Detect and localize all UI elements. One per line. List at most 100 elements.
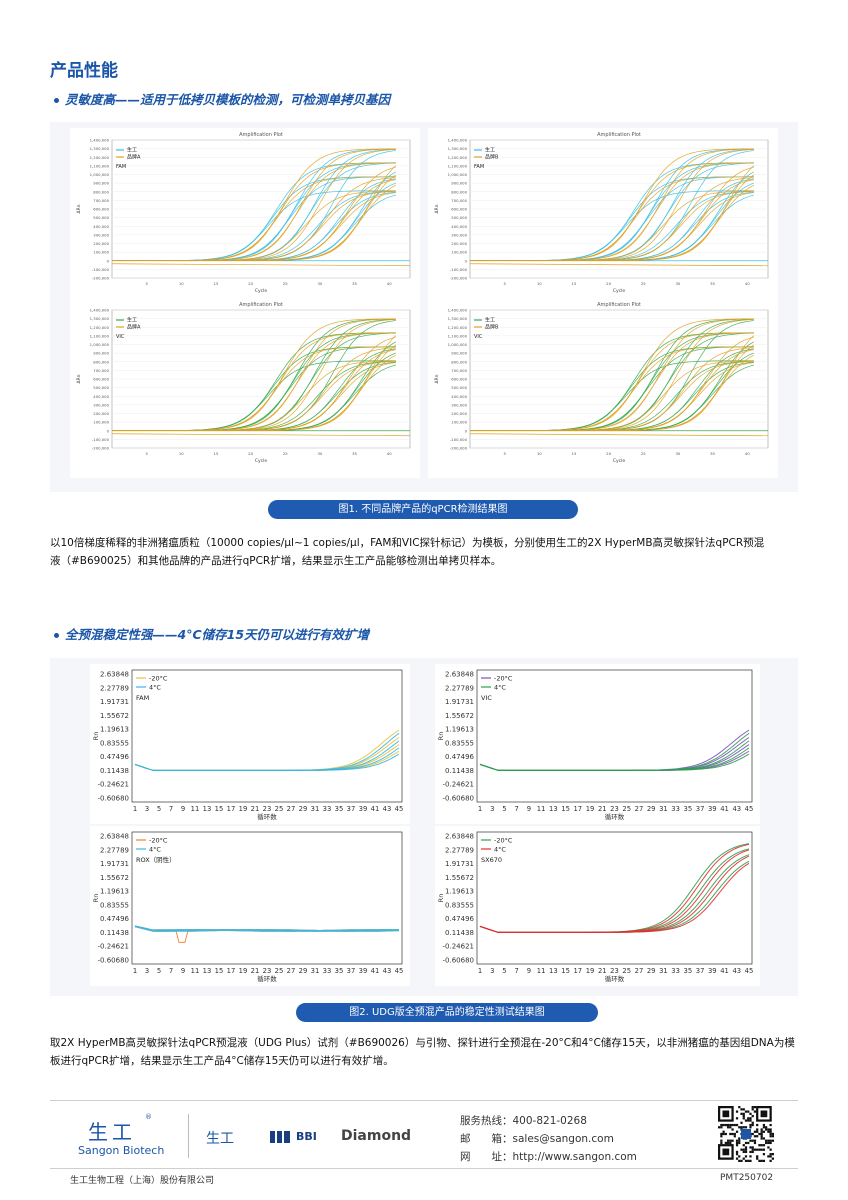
y-axis-label: ΔRn — [434, 204, 440, 213]
y-tick-label: 2.27789 — [445, 684, 474, 692]
y-tick-label: -0.24621 — [443, 943, 474, 951]
email-label: 邮 箱： — [460, 1133, 513, 1145]
y-tick-label: 2.63848 — [100, 671, 129, 679]
qr-module — [767, 1146, 770, 1149]
y-axis-label: Rn — [92, 894, 100, 903]
qr-module — [749, 1112, 752, 1115]
legend-label: -20°C — [149, 675, 168, 683]
y-tick-label: 900,000 — [451, 181, 467, 186]
qr-module — [722, 1130, 725, 1133]
qr-module — [760, 1135, 763, 1138]
y-tick-label: 700,000 — [451, 198, 467, 203]
qr-module — [740, 1159, 743, 1162]
qr-module — [731, 1128, 734, 1131]
dye-label: FAM — [136, 694, 149, 702]
amplification-plot-3: Amplification Plot 1,400,000 1,300,000 1,20… — [70, 298, 420, 478]
website-link[interactable]: http://www.sangon.com — [512, 1151, 637, 1163]
x-tick-label: 13 — [549, 967, 558, 975]
qr-module — [771, 1153, 774, 1156]
x-tick-label: 25 — [283, 281, 288, 286]
x-tick-label: 5 — [157, 967, 161, 975]
dye-label: VIC — [474, 334, 483, 340]
x-tick-label: 27 — [287, 967, 296, 975]
qr-module — [753, 1148, 757, 1151]
x-tick-label: 35 — [352, 451, 357, 456]
baseline-curve — [111, 433, 411, 437]
qr-module — [738, 1159, 741, 1162]
y-tick-label: 100,000 — [93, 250, 109, 255]
y-tick-label: 400,000 — [451, 394, 467, 399]
y-tick-label: 0.11438 — [445, 929, 474, 937]
y-tick-label: 1.55672 — [445, 874, 474, 882]
x-tick-label: 31 — [659, 805, 668, 813]
x-tick-label: 29 — [299, 805, 308, 813]
x-tick-label: 20 — [606, 281, 611, 286]
qr-module — [756, 1128, 759, 1131]
qr-module — [740, 1108, 743, 1111]
section2-paragraph: 取2X HyperMB高灵敏探针法qPCR预混液（UDG Plus）试剂（#B6… — [50, 1034, 800, 1070]
qr-module — [726, 1141, 730, 1145]
qr-module — [749, 1139, 752, 1142]
email-link[interactable]: sales@sangon.com — [512, 1133, 614, 1145]
x-tick-label: 31 — [659, 967, 668, 975]
qr-module — [765, 1139, 768, 1142]
stability-plot-fam: 2.63848 2.27789 1.91731 1.55672 1.19613 0.835… — [90, 664, 410, 824]
y-tick-label: 1,300,000 — [448, 316, 468, 321]
x-tick-label: 39 — [708, 805, 717, 813]
qr-module — [733, 1123, 736, 1127]
qr-module — [771, 1132, 774, 1136]
x-tick-label: 25 — [275, 805, 284, 813]
qr-module — [742, 1157, 745, 1160]
y-tick-label: 1.91731 — [445, 698, 474, 706]
x-tick-label: 15 — [561, 805, 570, 813]
dye-label: VIC — [481, 694, 492, 702]
y-tick-label: 1,400,000 — [90, 308, 110, 313]
qr-module — [738, 1155, 741, 1158]
brand-en: Sangon Biotech — [78, 1144, 165, 1157]
amplification-curve — [112, 335, 397, 432]
x-tick-label: 29 — [299, 967, 308, 975]
qr-module — [742, 1117, 745, 1120]
section1-paragraph: 以10倍梯度稀释的非洲猪瘟质粒（10000 copies/μl~1 copies… — [50, 534, 800, 570]
legend-label: 生工 — [127, 317, 137, 324]
x-tick-label: 27 — [635, 805, 644, 813]
x-tick-label: 39 — [359, 805, 368, 813]
qr-module — [769, 1153, 772, 1156]
legend-label: 4°C — [494, 846, 506, 854]
plot-background — [70, 298, 420, 478]
y-tick-label: 0.47496 — [445, 915, 474, 923]
x-tick-label: 17 — [227, 805, 236, 813]
y-tick-label: 1.55672 — [100, 874, 129, 882]
x-tick-label: 9 — [181, 967, 185, 975]
y-tick-label: 200,000 — [93, 411, 109, 416]
qr-module — [751, 1139, 754, 1142]
qr-module — [767, 1155, 770, 1158]
x-tick-label: 35 — [684, 805, 693, 813]
x-tick-label: 45 — [395, 805, 404, 813]
x-tick-label: 13 — [549, 805, 558, 813]
qr-module — [735, 1110, 739, 1113]
y-tick-label: 1,300,000 — [90, 316, 110, 321]
x-tick-label: 25 — [275, 967, 284, 975]
qr-module — [742, 1150, 745, 1154]
qr-module — [744, 1126, 748, 1129]
y-tick-label: 700,000 — [93, 198, 109, 203]
y-tick-label: 1.19613 — [445, 888, 474, 896]
qr-module — [765, 1141, 768, 1145]
x-tick-label: 1 — [478, 805, 482, 813]
x-tick-label: 15 — [561, 967, 570, 975]
x-tick-label: 9 — [527, 967, 531, 975]
figure2-caption: 图2. UDG版全预混产品的稳定性测试结果图 — [296, 1003, 598, 1022]
qr-module — [753, 1135, 757, 1138]
x-tick-label: 27 — [635, 967, 644, 975]
x-tick-label: 19 — [586, 805, 595, 813]
x-axis-label: Cycle — [613, 288, 626, 294]
qr-module — [762, 1126, 766, 1129]
x-tick-label: 23 — [610, 805, 619, 813]
x-tick-label: 23 — [610, 967, 619, 975]
x-tick-label: 37 — [347, 967, 356, 975]
x-tick-label: 20 — [606, 451, 611, 456]
plot-background — [90, 664, 410, 824]
y-tick-label: -0.60680 — [98, 957, 129, 965]
amplification-curve — [470, 335, 755, 432]
